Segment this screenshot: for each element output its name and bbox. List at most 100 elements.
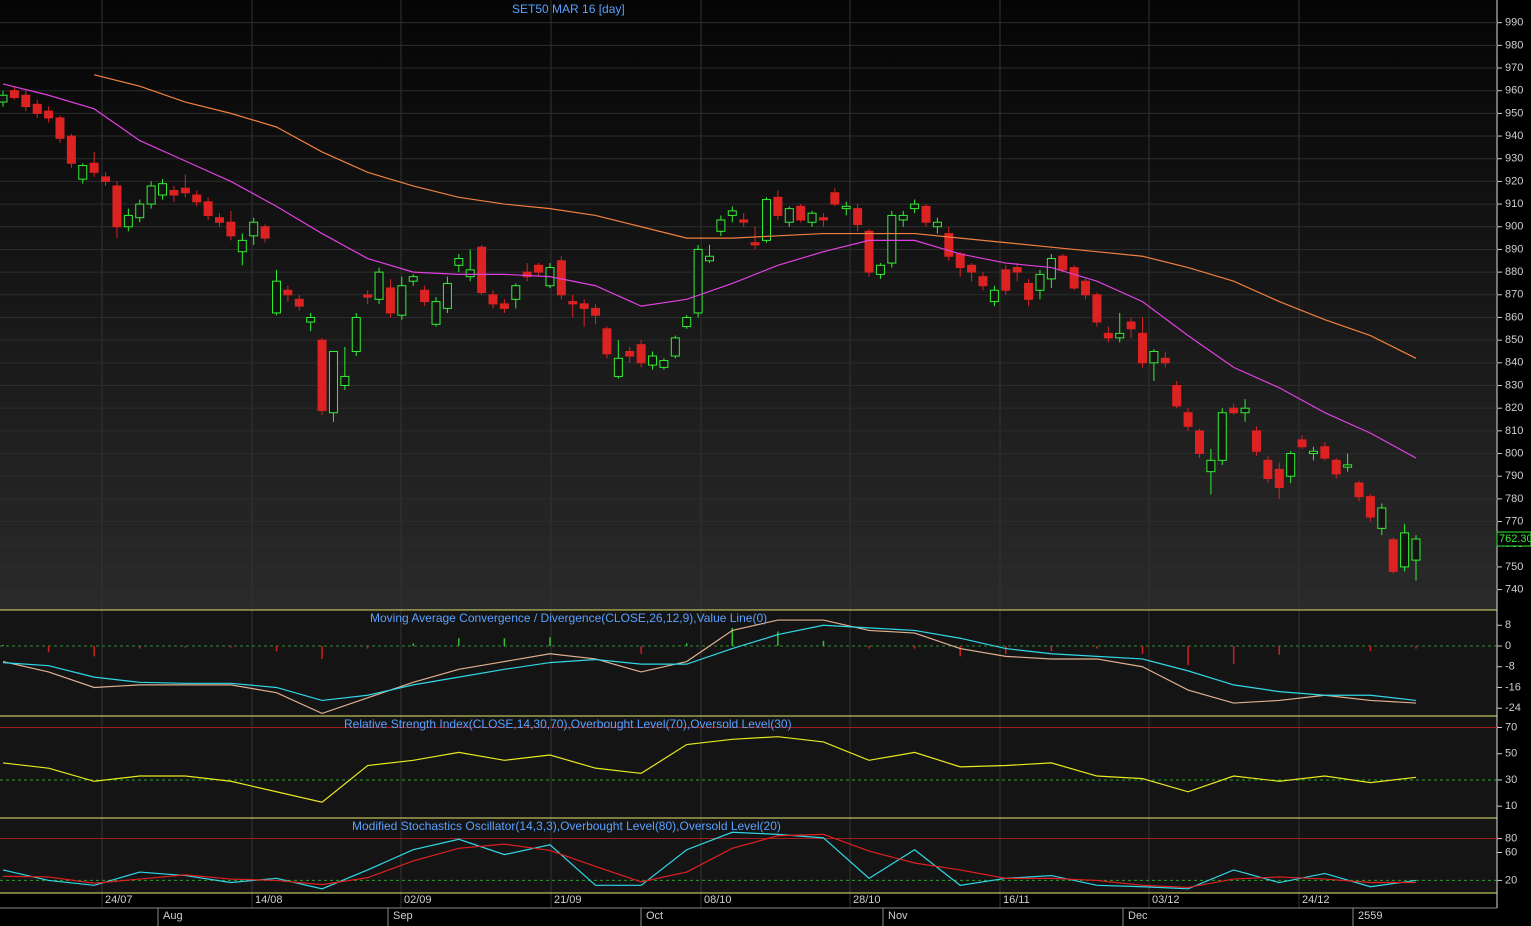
y-tick-label: 10	[1505, 800, 1517, 812]
candle-body	[1115, 332, 1125, 339]
candle-body	[1251, 430, 1261, 452]
candle-body	[1308, 450, 1318, 455]
last-value-box	[1496, 531, 1531, 547]
candle-body	[9, 90, 19, 99]
candle-body	[761, 199, 771, 241]
candle-body	[807, 212, 817, 223]
candle-body	[648, 355, 658, 366]
date-label: 21/09	[554, 894, 582, 906]
candle-body	[522, 271, 532, 278]
candle-body	[602, 328, 612, 355]
candle-body	[442, 282, 452, 309]
candle-body	[1024, 282, 1034, 300]
y-tick-label: 810	[1505, 425, 1523, 437]
candle-body	[158, 183, 168, 196]
y-tick-label: 960	[1505, 85, 1523, 97]
candle-body	[864, 230, 874, 273]
candle-body	[955, 253, 965, 269]
candle-body	[1240, 407, 1250, 414]
indicator-panels	[0, 611, 1497, 893]
date-label: 08/10	[704, 894, 732, 906]
y-tick-label: 930	[1505, 153, 1523, 165]
y-tick-label: 880	[1505, 266, 1523, 278]
date-label: 14/08	[255, 894, 283, 906]
candle-body	[1035, 273, 1045, 291]
candle-body	[898, 214, 908, 221]
candle-body	[1286, 453, 1296, 477]
date-label: 24/12	[1302, 894, 1330, 906]
candle-body	[670, 337, 680, 357]
y-tick-label: 920	[1505, 175, 1523, 187]
candle-body	[1081, 280, 1091, 296]
candle-body	[123, 214, 133, 228]
y-tick-label: 910	[1505, 198, 1523, 210]
candle-body	[1194, 430, 1204, 455]
candle-body	[112, 185, 122, 228]
y-tick-label: 820	[1505, 402, 1523, 414]
candle-body	[1126, 321, 1136, 330]
line	[2, 833, 1416, 889]
candle-body	[101, 176, 111, 182]
date-label: 24/07	[105, 894, 133, 906]
candle-body	[579, 303, 589, 309]
candle-body	[1297, 439, 1307, 448]
y-tick-label: 0	[1505, 640, 1511, 652]
month-label: Nov	[888, 910, 908, 922]
right-axis	[1497, 0, 1531, 926]
candle-body	[306, 316, 316, 323]
month-label: Aug	[163, 910, 183, 922]
y-tick-label: 970	[1505, 62, 1523, 74]
candle-body	[591, 307, 601, 316]
candle-body	[1069, 267, 1079, 289]
y-tick-label: -8	[1505, 661, 1515, 673]
y-tick-label: 740	[1505, 583, 1523, 595]
candle-body	[511, 285, 521, 300]
y-tick-label: -24	[1505, 702, 1521, 714]
candle-body	[750, 242, 760, 246]
candle-body	[397, 285, 407, 316]
candle-body	[1411, 538, 1421, 561]
panel-title: Modified Stochastics Oscillator(14,3,3),…	[352, 819, 781, 833]
candle-body	[659, 360, 669, 368]
candle-body	[363, 294, 373, 298]
y-tick-label: 790	[1505, 470, 1523, 482]
candle-body	[1400, 532, 1410, 568]
y-tick-label: 20	[1505, 874, 1517, 886]
candle-body	[636, 344, 646, 364]
candle-body	[739, 219, 749, 223]
y-tick-label: 50	[1505, 748, 1517, 760]
candle-body	[499, 303, 509, 309]
line	[2, 736, 1417, 803]
candle-body	[477, 246, 487, 294]
chart-title: SET50 MAR 16 [day]	[512, 2, 625, 16]
y-tick-label: 900	[1505, 221, 1523, 233]
line	[2, 831, 1417, 890]
month-label: Dec	[1128, 910, 1148, 922]
candle-body	[1092, 294, 1102, 323]
candle-body	[1377, 507, 1387, 529]
y-tick-label: 780	[1505, 493, 1523, 505]
candle-body	[1058, 255, 1068, 271]
candle-body	[66, 135, 76, 164]
candle-body	[317, 339, 327, 411]
panel-title: Relative Strength Index(CLOSE,14,30,70),…	[344, 717, 792, 731]
candle-body	[932, 221, 942, 228]
candle-body	[1172, 385, 1182, 407]
candle-body	[796, 205, 806, 221]
candle-body	[568, 301, 578, 305]
candle-body	[1343, 464, 1353, 468]
y-tick-label: 890	[1505, 243, 1523, 255]
y-tick-label: 770	[1505, 515, 1523, 527]
candle-body	[989, 289, 999, 303]
candle-body	[1229, 407, 1239, 414]
candle-body	[237, 239, 247, 253]
candle-body	[784, 208, 794, 223]
candle-body	[716, 219, 726, 232]
line	[2, 83, 1417, 459]
candle-body	[705, 255, 714, 262]
candle-body	[328, 350, 338, 414]
date-label: 28/10	[853, 894, 881, 906]
candle-body	[0, 94, 8, 103]
candle-body	[32, 103, 42, 114]
